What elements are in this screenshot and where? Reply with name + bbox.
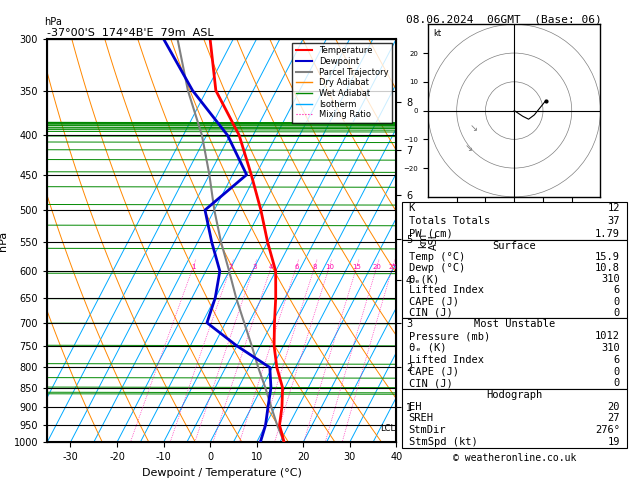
Text: 15: 15 [352,263,361,270]
Text: 19: 19 [608,437,620,447]
Text: hPa: hPa [44,17,62,27]
Text: Lifted Index: Lifted Index [409,355,484,364]
Text: 15.9: 15.9 [595,252,620,262]
Text: 0: 0 [613,379,620,388]
Text: 10.8: 10.8 [595,263,620,273]
Text: 1012: 1012 [595,331,620,341]
Text: K: K [409,203,415,213]
Text: ↘: ↘ [470,122,478,133]
Text: 08.06.2024  06GMT  (Base: 06): 08.06.2024 06GMT (Base: 06) [406,15,601,25]
Text: 10: 10 [325,263,334,270]
Text: 25: 25 [388,263,397,270]
Text: SREH: SREH [409,414,433,423]
Text: Surface: Surface [493,241,536,251]
Text: PW (cm): PW (cm) [409,229,452,239]
Text: 6: 6 [613,355,620,364]
Text: LCL: LCL [380,424,395,433]
Text: 3: 3 [252,263,257,270]
Text: 4: 4 [269,263,274,270]
Y-axis label: km
ASL: km ASL [418,231,440,250]
Text: 0: 0 [613,366,620,377]
Text: 20: 20 [372,263,381,270]
Bar [402,389,626,448]
Y-axis label: hPa: hPa [0,230,8,251]
Text: EH: EH [409,402,421,412]
Text: ↘: ↘ [464,143,472,153]
Text: 6: 6 [294,263,299,270]
Text: 1.79: 1.79 [595,229,620,239]
Text: kt: kt [433,29,442,38]
Text: 12: 12 [608,203,620,213]
Text: Most Unstable: Most Unstable [474,319,555,329]
Text: Hodograph: Hodograph [486,390,542,400]
Text: Pressure (mb): Pressure (mb) [409,331,490,341]
Text: © weatheronline.co.uk: © weatheronline.co.uk [452,453,576,463]
Text: 1: 1 [191,263,196,270]
Text: CIN (J): CIN (J) [409,308,452,318]
Text: 2: 2 [229,263,233,270]
Text: CAPE (J): CAPE (J) [409,366,459,377]
Text: 276°: 276° [595,425,620,435]
Text: CAPE (J): CAPE (J) [409,296,459,307]
Text: CIN (J): CIN (J) [409,379,452,388]
Text: 27: 27 [608,414,620,423]
X-axis label: Dewpoint / Temperature (°C): Dewpoint / Temperature (°C) [142,468,302,478]
Text: 8: 8 [313,263,317,270]
Text: Totals Totals: Totals Totals [409,216,490,226]
Text: -37°00'S  174°4B'E  79m  ASL: -37°00'S 174°4B'E 79m ASL [47,28,214,38]
Text: StmDir: StmDir [409,425,446,435]
Text: StmSpd (kt): StmSpd (kt) [409,437,477,447]
Text: θₑ(K): θₑ(K) [409,274,440,284]
Text: θₑ (K): θₑ (K) [409,343,446,353]
Text: 20: 20 [608,402,620,412]
Text: Temp (°C): Temp (°C) [409,252,465,262]
Text: 37: 37 [608,216,620,226]
Bar [402,318,626,389]
Bar [402,202,626,240]
Bar [402,240,626,318]
Text: 310: 310 [601,343,620,353]
Text: 0: 0 [613,308,620,318]
Text: 0: 0 [613,296,620,307]
Text: Lifted Index: Lifted Index [409,285,484,295]
Text: 6: 6 [613,285,620,295]
Legend: Temperature, Dewpoint, Parcel Trajectory, Dry Adiabat, Wet Adiabat, Isotherm, Mi: Temperature, Dewpoint, Parcel Trajectory… [292,43,392,122]
Text: 310: 310 [601,274,620,284]
Text: Dewp (°C): Dewp (°C) [409,263,465,273]
